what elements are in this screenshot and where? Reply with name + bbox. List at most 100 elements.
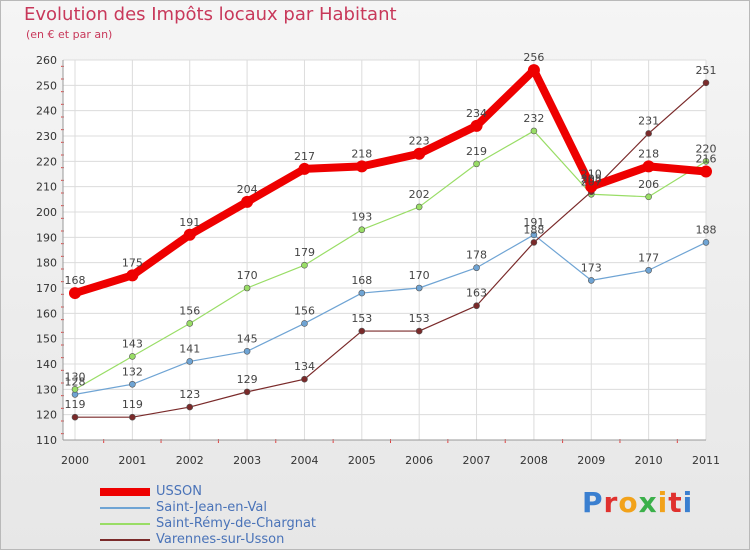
x-tick-label: 2003 [233,454,261,467]
logo-letter: i [683,486,694,519]
data-point [244,348,250,354]
y-tick-label: 110 [36,434,57,447]
data-label: 178 [466,249,487,262]
data-label: 168 [65,274,86,287]
chart-legend: USSON Saint-Jean-en-Val Saint-Rémy-de-Char… [100,484,316,548]
data-label: 177 [638,251,659,264]
data-label: 170 [237,269,258,282]
data-label: 208 [581,173,602,186]
data-label: 188 [523,223,544,236]
logo-letter: o [618,486,638,519]
data-label: 232 [523,112,544,125]
y-tick-label: 200 [36,206,57,219]
data-point [187,320,193,326]
y-tick-label: 260 [36,54,57,67]
data-point [359,227,365,233]
data-point [301,262,307,268]
data-label: 170 [409,269,430,282]
data-label: 218 [351,147,372,160]
data-label: 119 [65,398,86,411]
data-label: 175 [122,256,143,269]
x-tick-label: 2004 [290,454,318,467]
logo-letter: P [582,486,604,519]
data-point [416,204,422,210]
data-label: 220 [696,142,717,155]
y-tick-label: 180 [36,257,57,270]
logo-letter: x [639,486,658,519]
data-label: 134 [294,360,315,373]
data-label: 256 [523,51,544,64]
data-point [359,328,365,334]
x-tick-label: 2001 [118,454,146,467]
y-tick-label: 190 [36,231,57,244]
y-tick-label: 130 [36,383,57,396]
x-tick-label: 2009 [577,454,605,467]
legend-item: Saint-Rémy-de-Chargnat [100,516,316,532]
data-point [298,163,310,175]
data-point [129,381,135,387]
x-tick-label: 2008 [520,454,548,467]
data-point [126,269,138,281]
data-point [129,353,135,359]
x-tick-label: 2011 [692,454,720,467]
data-label: 219 [466,145,487,158]
data-point [646,194,652,200]
legend-label: USSON [156,484,202,499]
x-tick-label: 2007 [463,454,491,467]
data-point [588,277,594,283]
y-tick-label: 150 [36,333,57,346]
logo-letter: i [658,486,669,519]
y-tick-label: 160 [36,307,57,320]
legend-swatch [100,523,150,525]
data-point [244,389,250,395]
data-label: 202 [409,188,430,201]
data-point [474,265,480,271]
data-point [129,414,135,420]
data-label: 119 [122,398,143,411]
data-label: 173 [581,261,602,274]
data-point [646,130,652,136]
data-point [643,160,655,172]
data-point [474,303,480,309]
y-tick-label: 140 [36,358,57,371]
data-label: 130 [65,370,86,383]
data-label: 153 [409,312,430,325]
data-point [301,376,307,382]
data-point [700,165,712,177]
data-label: 234 [466,107,487,120]
data-point [416,285,422,291]
data-label: 141 [179,342,200,355]
legend-swatch [100,507,150,509]
data-label: 145 [237,332,258,345]
data-label: 223 [409,135,430,148]
legend-item: Saint-Jean-en-Val [100,500,316,516]
data-label: 143 [122,337,143,350]
data-point [474,161,480,167]
x-tick-label: 2005 [348,454,376,467]
x-tick-label: 2006 [405,454,433,467]
data-point [244,285,250,291]
data-label: 193 [351,211,372,224]
legend-swatch [100,488,150,496]
data-point [471,120,483,132]
data-label: 156 [294,304,315,317]
data-label: 123 [179,388,200,401]
data-label: 218 [638,147,659,160]
x-tick-label: 2002 [176,454,204,467]
data-label: 168 [351,274,372,287]
data-label: 231 [638,114,659,127]
data-point [187,358,193,364]
line-chart: 1101201301401501601701801902002102202302… [0,0,750,550]
data-point [703,239,709,245]
data-point [187,404,193,410]
data-point [416,328,422,334]
y-tick-label: 170 [36,282,57,295]
data-label: 132 [122,365,143,378]
y-tick-label: 220 [36,155,57,168]
data-point [184,229,196,241]
data-point [528,64,540,76]
data-label: 251 [696,64,717,77]
x-tick-label: 2010 [635,454,663,467]
data-point [359,290,365,296]
data-point [531,128,537,134]
